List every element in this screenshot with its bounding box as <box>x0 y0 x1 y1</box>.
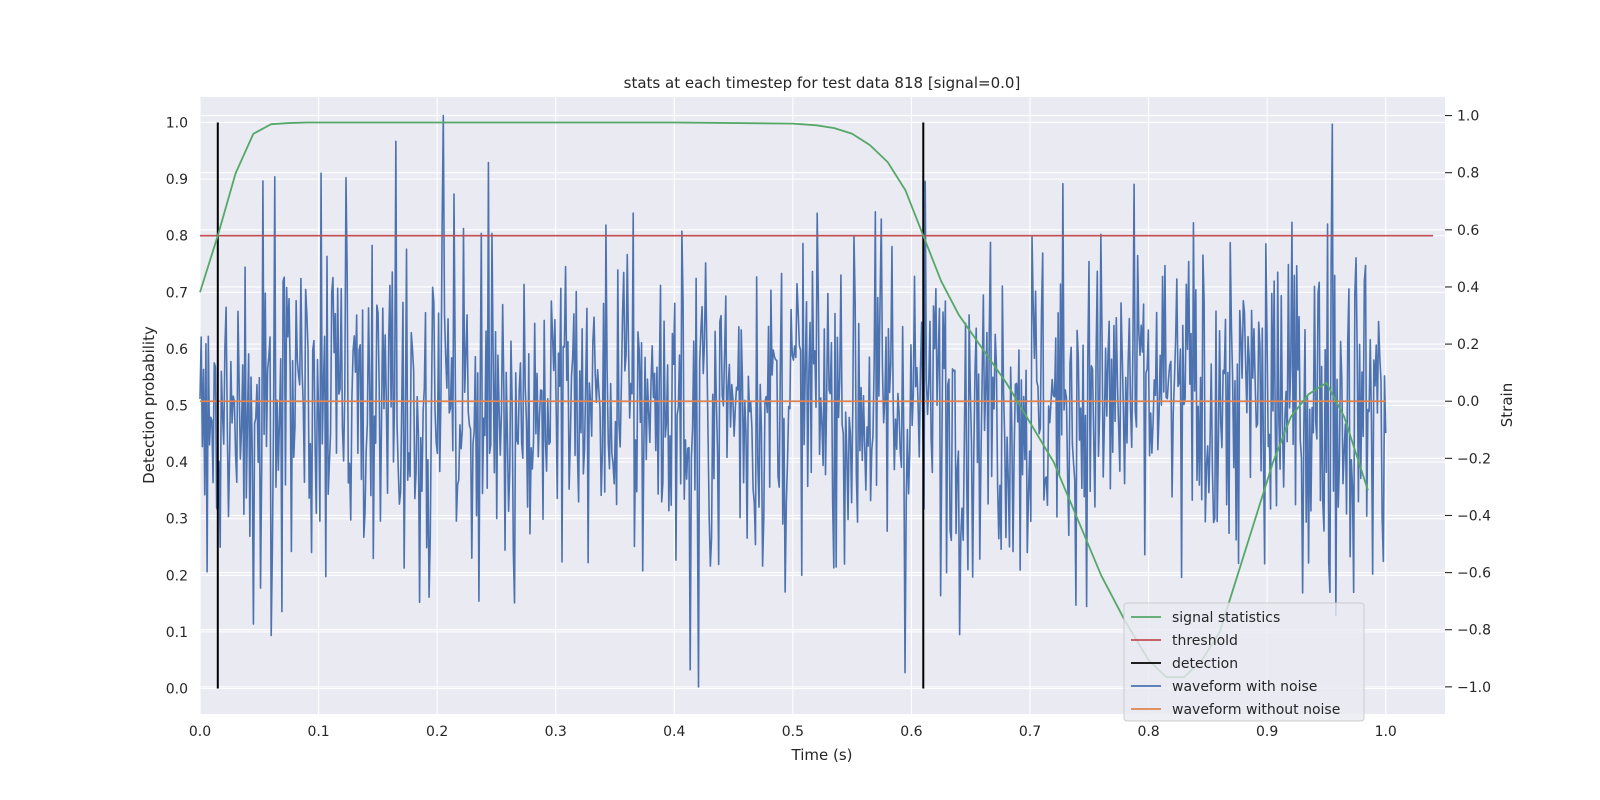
y-tick-label: 1.0 <box>166 115 188 131</box>
y-tick-label: 0.9 <box>166 172 188 188</box>
x-tick-label: 0.8 <box>1137 724 1159 740</box>
y2-tick-label: 0.8 <box>1457 166 1479 182</box>
legend-label-detection: detection <box>1172 656 1238 672</box>
y-axis-label: Detection probability <box>140 326 158 484</box>
x-tick-label: 0.3 <box>545 724 567 740</box>
axes-layer: 0.0 0.1 0.2 0.3 0.4 0.5 0.6 0.7 0.8 0.9 1.0 0.0 0.1 0… <box>166 109 1491 740</box>
legend: signal statistics threshold detection wa… <box>1123 602 1365 722</box>
y2-tick-label: 0.4 <box>1457 280 1479 296</box>
y-tick-label: 0.0 <box>166 682 188 698</box>
y-tick-label: 0.1 <box>166 625 188 641</box>
x-tick-label: 0.0 <box>189 724 211 740</box>
x-tick-label: 0.2 <box>426 724 448 740</box>
waveform-with-noise-layer <box>199 114 1387 688</box>
x-tick-label: 1.0 <box>1375 724 1397 740</box>
y2-tick-label: −0.4 <box>1457 508 1491 524</box>
legend-label-waveform-without-noise: waveform without noise <box>1172 702 1340 718</box>
y-tick-label: 0.3 <box>166 512 188 528</box>
legend-label-waveform-with-noise: waveform with noise <box>1172 679 1317 695</box>
y2-tick-label: 0.2 <box>1457 337 1479 353</box>
x-tick-label: 0.4 <box>663 724 685 740</box>
y-tick-label: 0.2 <box>166 568 188 584</box>
x-axis-label: Time (s) <box>791 746 853 764</box>
series-layer <box>199 121 1434 689</box>
y-tick-label: 0.5 <box>166 399 188 415</box>
legend-box <box>1123 602 1365 722</box>
y2-tick-label: −0.8 <box>1457 623 1491 639</box>
x-tick-label: 0.1 <box>307 724 329 740</box>
y2-tick-label: 0.0 <box>1457 394 1479 410</box>
legend-label-threshold: threshold <box>1172 633 1238 649</box>
legend-label-signal-statistics: signal statistics <box>1172 610 1280 626</box>
x-tick-label: 0.9 <box>1256 724 1278 740</box>
y-tick-label: 0.6 <box>166 342 188 358</box>
y-tick-label: 0.7 <box>166 285 188 301</box>
y2-axis-label: Strain <box>1498 383 1516 427</box>
chart-title: stats at each timestep for test data 818… <box>624 74 1021 92</box>
y2-tick-label: −1.0 <box>1457 680 1491 696</box>
y2-tick-label: −0.2 <box>1457 451 1491 467</box>
y2-tick-label: 0.6 <box>1457 223 1479 239</box>
y-tick-label: 0.4 <box>166 455 188 471</box>
series-waveform-with-noise <box>199 114 1387 688</box>
y2-tick-label: 1.0 <box>1457 109 1479 125</box>
x-tick-label: 0.7 <box>1019 724 1041 740</box>
x-tick-label: 0.6 <box>900 724 922 740</box>
y-tick-label: 0.8 <box>166 229 188 245</box>
x-tick-label: 0.5 <box>782 724 804 740</box>
y2-tick-label: −0.6 <box>1457 566 1491 582</box>
series-signal-statistics <box>199 121 1369 679</box>
